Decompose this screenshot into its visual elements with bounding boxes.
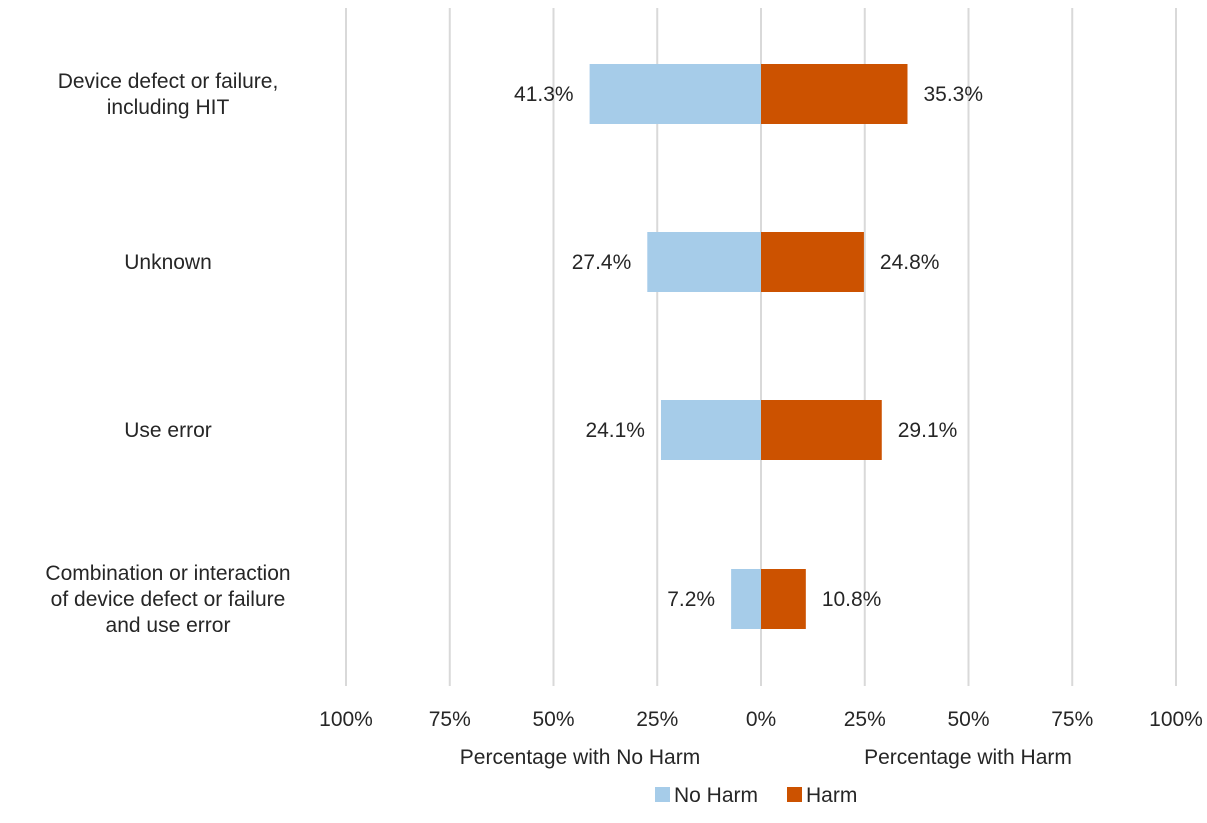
data-label-no-harm: 27.4% [572,251,632,274]
bar-no-harm [660,400,761,460]
data-label-harm: 24.8% [880,251,940,274]
tick-label: 25% [636,708,678,731]
data-label-harm: 35.3% [923,83,983,106]
category-label: Device defect or failure, [58,70,279,93]
legend-label: Harm [806,784,857,807]
x-axis-tick-labels: 100% 75% 50% 25% 0% 25% 50% 75% 100% [319,708,1203,731]
data-label-no-harm: 7.2% [667,588,715,611]
data-label-no-harm: 24.1% [585,419,645,442]
bars [589,64,908,629]
category-label: Unknown [124,251,212,274]
data-labels: 41.3% 27.4% 24.1% 7.2% 35.3% 24.8% 29.1% 10.8% [514,83,983,611]
data-label-no-harm: 41.3% [514,83,574,106]
category-label: of device defect or failure [51,588,286,611]
tick-label: 50% [947,708,989,731]
x-axis-label-left: Percentage with No Harm [460,746,700,769]
bar-harm [761,232,864,292]
data-label-harm: 10.8% [822,588,882,611]
legend-swatch [655,787,670,802]
tick-label: 0% [746,708,776,731]
data-label-harm: 29.1% [898,419,958,442]
bar-no-harm [731,569,761,629]
category-label: Combination or interaction [45,562,290,585]
tick-label: 75% [429,708,471,731]
tick-label: 100% [1149,708,1203,731]
legend: No Harm Harm [655,784,857,807]
tick-label: 25% [844,708,886,731]
category-label: and use error [106,614,231,637]
category-label: Use error [124,419,212,442]
category-labels: Device defect or failure, including HIT Un… [45,70,290,637]
bar-harm [761,64,908,124]
bar-no-harm [589,64,761,124]
tick-label: 50% [532,708,574,731]
bar-harm [761,569,806,629]
x-axis-label-right: Percentage with Harm [864,746,1072,769]
category-label: including HIT [107,96,230,119]
legend-swatch [787,787,802,802]
bar-harm [761,400,882,460]
tick-label: 100% [319,708,373,731]
bar-no-harm [647,232,761,292]
legend-label: No Harm [674,784,758,807]
tick-label: 75% [1051,708,1093,731]
